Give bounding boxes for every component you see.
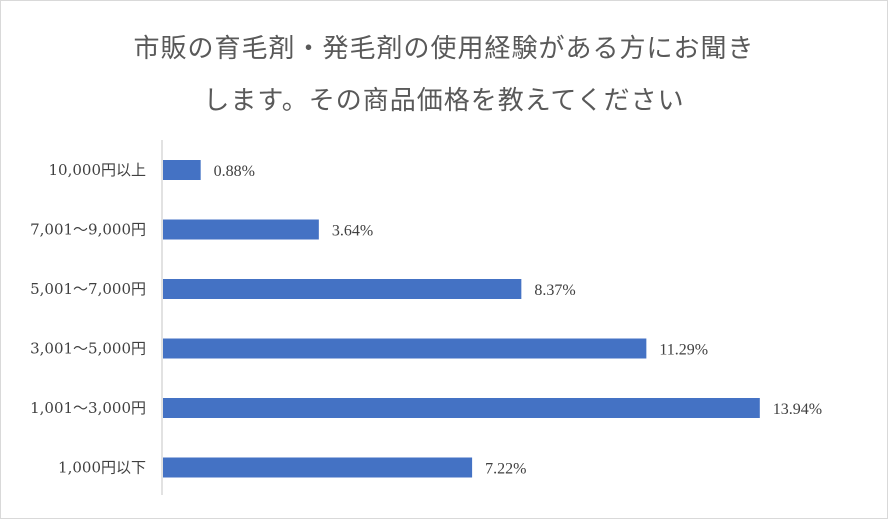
bar (163, 398, 760, 418)
bar (163, 160, 201, 180)
data-label: 0.88% (214, 163, 255, 180)
chart-title-line-2: します。その商品価格を教えてください (203, 86, 685, 116)
data-label: 3.64% (332, 223, 373, 240)
bar (163, 219, 319, 240)
category-tick-label: 7,001～9,000円 (30, 221, 146, 239)
data-label: 7.22% (485, 461, 526, 478)
category-tick-label: 5,001～7,000円 (30, 280, 146, 298)
bar (163, 457, 473, 478)
data-label: 13.94% (773, 401, 822, 418)
data-label: 8.37% (534, 282, 575, 299)
category-tick-label: 3,001～5,000円 (30, 340, 146, 358)
category-tick-label: 10,000円以上 (49, 161, 147, 179)
chart-title-line-1: 市販の育毛剤・発毛剤の使用経験がある方にお聞き (133, 34, 755, 64)
category-tick-label: 1,000円以下 (58, 459, 146, 477)
chart-title: 市販の育毛剤・発毛剤の使用経験がある方にお聞き します。その商品価格を教えてくだ… (1, 23, 887, 127)
category-tick-label: 1,001～3,000円 (30, 399, 146, 417)
data-label: 11.29% (659, 342, 708, 359)
bar (163, 338, 647, 359)
bar (163, 279, 522, 299)
